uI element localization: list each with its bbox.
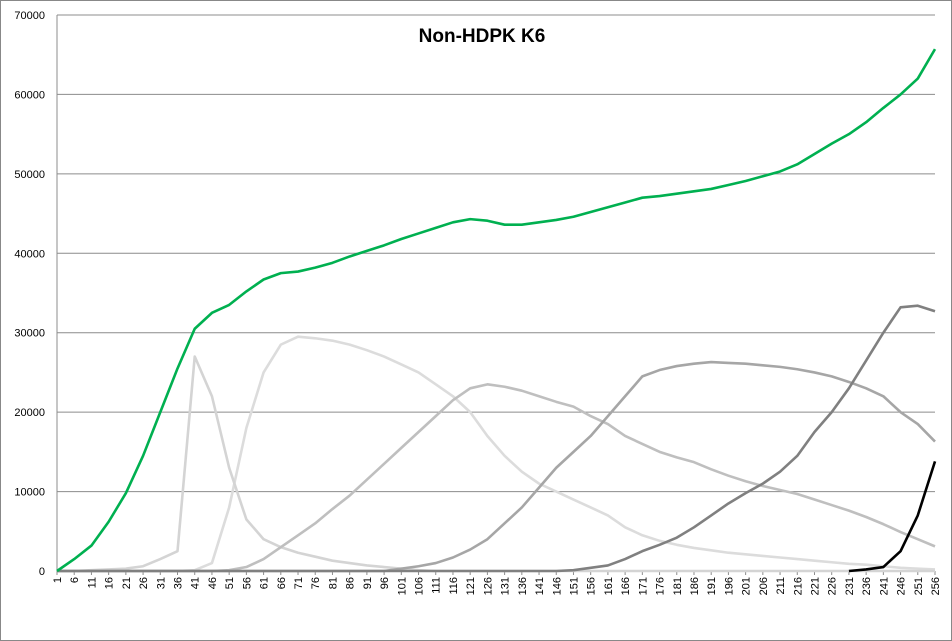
x-tick-label: 216 [792, 577, 804, 595]
x-tick-label: 166 [620, 577, 632, 595]
x-tick-label: 196 [723, 577, 735, 595]
series-line [57, 335, 936, 573]
x-tick-label: 136 [517, 577, 529, 595]
x-tick-label: 41 [190, 577, 202, 589]
x-tick-label: 246 [896, 577, 908, 595]
series-line [848, 460, 937, 573]
x-tick-label: 11 [86, 577, 98, 588]
series-line [57, 304, 936, 573]
x-tick-label: 31 [155, 577, 167, 589]
x-tick-label: 186 [689, 577, 701, 595]
x-tick-label: 91 [362, 577, 374, 589]
x-tick-label: 106 [414, 577, 426, 595]
x-tick-label: 151 [568, 577, 580, 595]
x-tick-label: 201 [741, 577, 753, 595]
y-tick-label: 30000 [14, 328, 45, 340]
x-tick-label: 251 [913, 577, 925, 595]
y-tick-label: 10000 [14, 487, 45, 499]
y-tick-label: 70000 [14, 10, 45, 22]
y-tick-label: 40000 [14, 248, 45, 260]
x-tick-label: 81 [327, 577, 339, 589]
x-tick-label: 231 [844, 577, 856, 595]
x-tick-label: 161 [603, 577, 615, 595]
x-tick-label: 121 [465, 577, 477, 595]
x-tick-label: 181 [672, 577, 684, 595]
x-tick-label: 21 [121, 577, 133, 589]
series-line [56, 48, 937, 573]
x-tick-label: 131 [500, 577, 512, 595]
y-tick-label: 0 [39, 566, 45, 578]
x-tick-label: 6 [69, 577, 81, 583]
y-tick-label: 50000 [14, 169, 45, 181]
x-tick-label: 56 [241, 577, 253, 589]
x-tick-label: 126 [482, 577, 494, 595]
x-tick-label: 26 [138, 577, 150, 589]
x-tick-label: 51 [224, 577, 236, 589]
x-tick-label: 211 [775, 577, 787, 595]
x-tick-label: 76 [310, 577, 322, 589]
x-tick-label: 71 [293, 577, 305, 589]
y-tick-label: 20000 [14, 407, 45, 419]
x-tick-label: 36 [173, 577, 185, 589]
x-tick-label: 206 [758, 577, 770, 595]
x-tick-label: 66 [276, 577, 288, 589]
x-tick-label: 16 [104, 577, 116, 589]
x-tick-label: 1 [52, 577, 64, 583]
x-tick-label: 96 [379, 577, 391, 589]
x-tick-label: 226 [827, 577, 839, 595]
x-tick-label: 256 [930, 577, 942, 595]
x-tick-label: 171 [637, 577, 649, 595]
x-tick-label: 146 [551, 577, 563, 595]
x-tick-label: 111 [431, 577, 443, 594]
x-tick-label: 221 [809, 577, 821, 595]
x-tick-label: 116 [448, 577, 460, 595]
x-tick-label: 46 [207, 577, 219, 589]
x-tick-label: 176 [655, 577, 667, 595]
x-tick-label: 191 [706, 577, 718, 595]
x-tick-label: 141 [534, 577, 546, 595]
x-tick-label: 86 [345, 577, 357, 589]
y-tick-label: 60000 [14, 89, 45, 101]
x-tick-label: 61 [259, 577, 271, 589]
x-tick-label: 241 [878, 577, 890, 595]
x-tick-label: 236 [861, 577, 873, 595]
x-tick-label: 101 [396, 577, 408, 595]
x-tick-label: 156 [586, 577, 598, 595]
chart-title: Non-HDPK K6 [419, 26, 546, 47]
